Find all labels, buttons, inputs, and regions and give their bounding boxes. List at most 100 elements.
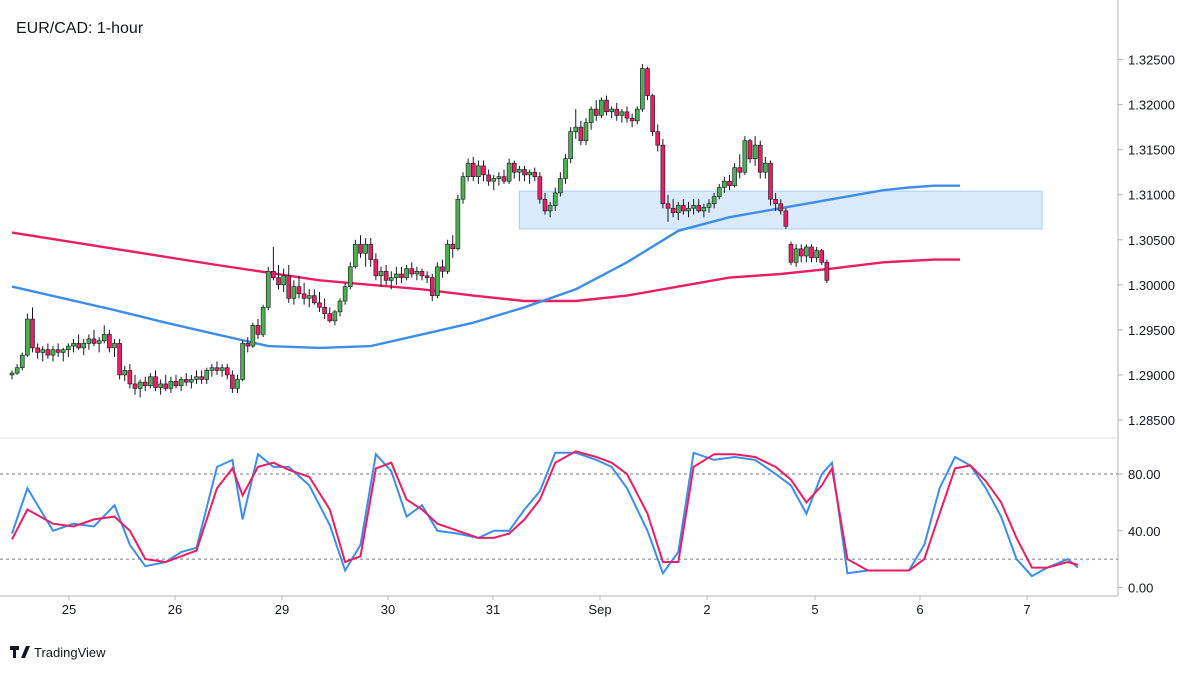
candle <box>66 343 71 357</box>
candle <box>194 370 199 384</box>
candle <box>481 160 486 182</box>
support-resistance-zone-layer <box>518 190 1043 230</box>
candle-body-up <box>388 277 394 281</box>
candle-body-down <box>224 367 230 376</box>
candle <box>19 352 25 371</box>
candle-body-up <box>496 176 502 179</box>
candle <box>404 264 409 281</box>
candle <box>752 136 758 166</box>
candle <box>96 337 102 353</box>
candle-body-up <box>332 311 338 322</box>
price-tick-label: 1.31000 <box>1128 188 1175 203</box>
candle <box>609 106 614 119</box>
candle <box>383 264 389 285</box>
candle <box>250 322 256 348</box>
candle <box>353 239 358 269</box>
candle <box>722 176 727 193</box>
candle-body-up <box>793 248 799 263</box>
candle-body-up <box>476 165 481 177</box>
candle-body-up <box>337 300 343 313</box>
candle-body-down <box>429 277 435 296</box>
candle <box>9 370 15 380</box>
candle-body-up <box>552 192 558 206</box>
candle <box>511 160 517 179</box>
stochastic-tick-label: 40.00 <box>1128 524 1161 539</box>
candle <box>265 266 271 311</box>
time-tick-label: 26 <box>168 602 182 617</box>
candle-body-down <box>419 271 425 277</box>
candle-body-down <box>301 293 307 299</box>
candle-body-up <box>706 203 712 208</box>
candle <box>137 379 143 398</box>
candle-body-down <box>727 180 732 187</box>
candle <box>276 264 281 290</box>
candle <box>757 140 763 179</box>
candle-body-up <box>634 108 640 122</box>
candle <box>14 364 20 375</box>
candle-body-up <box>619 111 625 116</box>
candle <box>219 364 225 377</box>
candle-body-up <box>465 162 471 177</box>
candle <box>117 338 122 380</box>
candle <box>409 262 415 278</box>
candle-body-up <box>122 370 128 376</box>
candle-body-up <box>265 271 271 308</box>
candle-body-up <box>506 162 512 182</box>
candle <box>747 138 753 164</box>
candle <box>604 95 609 116</box>
candle-body-up <box>691 205 696 209</box>
candle-body-up <box>558 178 563 194</box>
candle-body-down <box>542 198 548 212</box>
candle <box>50 346 56 362</box>
candle-body-down <box>424 275 430 278</box>
candle <box>814 246 819 263</box>
candle-body-up <box>527 171 532 176</box>
candle-body-up <box>711 196 717 205</box>
candle <box>148 373 153 389</box>
candle-body-up <box>414 271 420 275</box>
candle-body-down <box>230 374 235 389</box>
candle <box>476 160 481 184</box>
price-tick-label: 1.30500 <box>1128 233 1175 248</box>
candle <box>224 364 230 380</box>
candle-body-up <box>394 273 399 278</box>
candle-body-down <box>271 271 276 278</box>
candle-body-down <box>45 349 51 356</box>
candle <box>394 266 399 285</box>
candle-body-up <box>568 131 573 159</box>
price-tick-label: 1.29000 <box>1128 368 1175 383</box>
candle-body-up <box>137 381 143 389</box>
candle <box>660 138 666 209</box>
candle-body-down <box>670 207 676 214</box>
candle <box>824 259 830 284</box>
candle-body-up <box>204 370 210 380</box>
candle <box>517 165 522 182</box>
candles-layer <box>9 64 830 398</box>
candle <box>163 374 169 392</box>
candle <box>675 201 681 220</box>
candle-body-up <box>25 318 30 356</box>
time-tick-label: 31 <box>486 602 500 617</box>
candle <box>306 289 312 308</box>
candle-body-down <box>327 313 333 322</box>
candle <box>486 169 491 186</box>
candle-body-down <box>245 343 251 347</box>
candle-body-up <box>445 243 450 272</box>
time-tick-label: 5 <box>811 602 818 617</box>
candle-body-up <box>342 286 348 302</box>
candle-body-down <box>486 174 491 182</box>
candle <box>701 203 707 218</box>
candle-body-down <box>604 99 609 113</box>
candle <box>317 292 322 312</box>
candle-body-up <box>60 349 66 353</box>
candle <box>552 187 558 211</box>
candle <box>368 237 374 267</box>
candle-body-up <box>722 180 727 188</box>
candle <box>696 199 702 213</box>
candle <box>522 165 527 182</box>
candle-body-down <box>737 167 743 173</box>
candle-body-up <box>752 144 758 159</box>
candle-body-down <box>276 277 281 286</box>
candle-body-down <box>624 111 630 119</box>
candle <box>547 201 553 218</box>
